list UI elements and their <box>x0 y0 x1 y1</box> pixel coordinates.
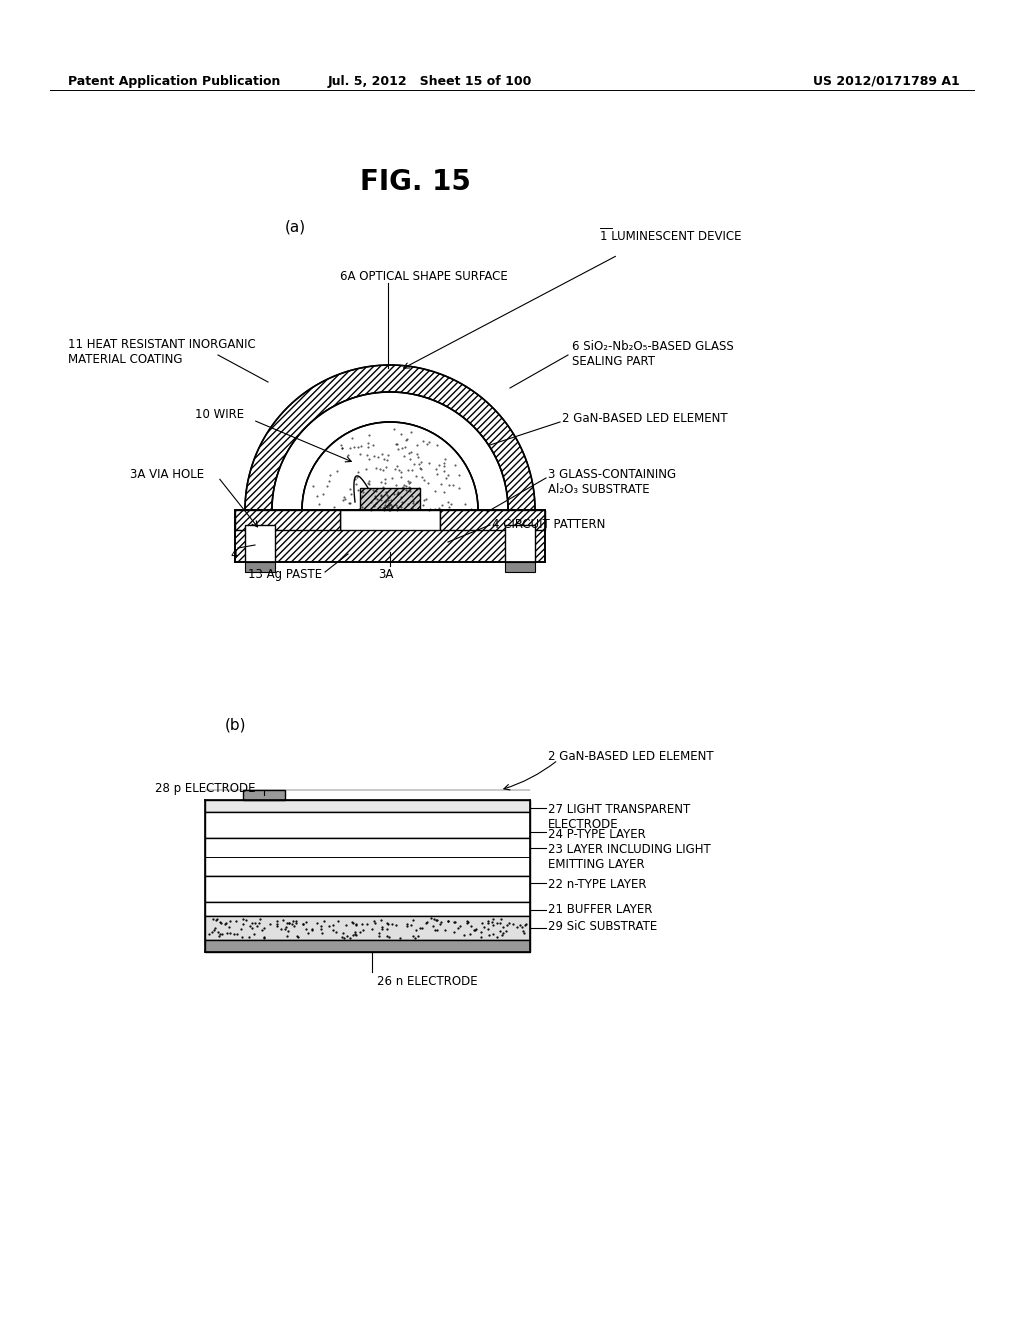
Text: 6 SiO₂-Nb₂O₅-BASED GLASS
SEALING PART: 6 SiO₂-Nb₂O₅-BASED GLASS SEALING PART <box>572 341 734 368</box>
Text: 2 GaN-BASED LED ELEMENT: 2 GaN-BASED LED ELEMENT <box>562 412 728 425</box>
Bar <box>205 902 530 916</box>
Text: 27 LIGHT TRANSPARENT
ELECTRODE: 27 LIGHT TRANSPARENT ELECTRODE <box>548 803 690 832</box>
Text: (a): (a) <box>285 220 305 235</box>
Text: 24 P-TYPE LAYER: 24 P-TYPE LAYER <box>548 828 646 841</box>
Text: 4 CIRCUIT PATTERN: 4 CIRCUIT PATTERN <box>492 517 605 531</box>
Bar <box>205 812 530 838</box>
Bar <box>505 562 535 572</box>
Text: Jul. 5, 2012   Sheet 15 of 100: Jul. 5, 2012 Sheet 15 of 100 <box>328 75 532 88</box>
Bar <box>340 510 440 531</box>
Bar <box>234 510 340 531</box>
Bar <box>243 789 285 800</box>
Text: 11 HEAT RESISTANT INORGANIC
MATERIAL COATING: 11 HEAT RESISTANT INORGANIC MATERIAL COA… <box>68 338 256 366</box>
Wedge shape <box>302 422 478 510</box>
Text: 2 GaN-BASED LED ELEMENT: 2 GaN-BASED LED ELEMENT <box>548 750 714 763</box>
Text: 26 n ELECTRODE: 26 n ELECTRODE <box>377 975 477 987</box>
Bar <box>205 838 530 876</box>
Bar <box>234 510 545 562</box>
Text: 3 GLASS-CONTAINING
Al₂O₃ SUBSTRATE: 3 GLASS-CONTAINING Al₂O₃ SUBSTRATE <box>548 469 676 496</box>
Text: Patent Application Publication: Patent Application Publication <box>68 75 281 88</box>
Polygon shape <box>272 392 508 510</box>
Text: 29 SiC SUBSTRATE: 29 SiC SUBSTRATE <box>548 920 657 933</box>
Bar <box>360 488 420 510</box>
Text: 1 LUMINESCENT DEVICE: 1 LUMINESCENT DEVICE <box>600 230 741 243</box>
Text: 13 Ag PASTE: 13 Ag PASTE <box>248 568 323 581</box>
Text: (b): (b) <box>224 718 246 733</box>
Text: 6A OPTICAL SHAPE SURFACE: 6A OPTICAL SHAPE SURFACE <box>340 271 508 282</box>
Bar <box>440 510 545 531</box>
Bar <box>205 800 530 812</box>
Bar <box>205 940 530 952</box>
Polygon shape <box>245 366 535 510</box>
Text: US 2012/0171789 A1: US 2012/0171789 A1 <box>813 75 961 88</box>
Text: 3A VIA HOLE: 3A VIA HOLE <box>130 469 204 480</box>
Text: 22 n-TYPE LAYER: 22 n-TYPE LAYER <box>548 878 646 891</box>
Text: 3A: 3A <box>378 568 393 581</box>
Text: 23 LAYER INCLUDING LIGHT
EMITTING LAYER: 23 LAYER INCLUDING LIGHT EMITTING LAYER <box>548 843 711 871</box>
Bar <box>245 525 275 562</box>
Text: 28 p ELECTRODE: 28 p ELECTRODE <box>155 781 256 795</box>
Text: FIG. 15: FIG. 15 <box>359 168 470 195</box>
Bar <box>205 916 530 940</box>
Bar <box>505 525 535 562</box>
Bar <box>245 562 275 572</box>
Text: 21 BUFFER LAYER: 21 BUFFER LAYER <box>548 903 652 916</box>
Text: 4: 4 <box>230 548 238 561</box>
Bar <box>205 876 530 902</box>
Text: 10 WIRE: 10 WIRE <box>195 408 244 421</box>
